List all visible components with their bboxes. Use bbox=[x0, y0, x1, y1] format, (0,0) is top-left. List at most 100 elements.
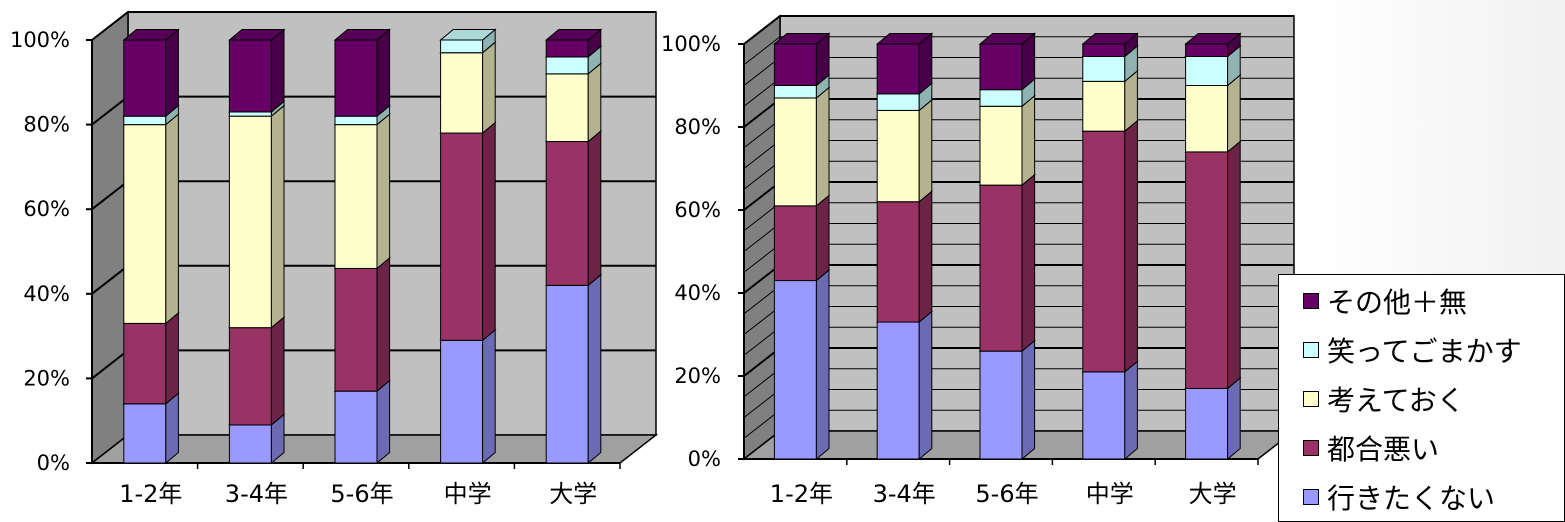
bar-side bbox=[1227, 140, 1241, 390]
bar-segment bbox=[333, 379, 391, 465]
bar-segment bbox=[439, 28, 497, 54]
x-category-label: 1-2年 bbox=[119, 480, 182, 508]
bar-front bbox=[773, 85, 817, 99]
bar-side bbox=[482, 121, 496, 342]
bar-segment bbox=[439, 121, 497, 342]
bar-side bbox=[165, 113, 179, 325]
bar-front bbox=[876, 321, 920, 460]
bar-front bbox=[1082, 80, 1126, 132]
bar-side bbox=[1227, 73, 1241, 153]
side-wall bbox=[91, 10, 129, 465]
bar-side bbox=[918, 98, 933, 203]
major-gridline bbox=[743, 15, 1294, 45]
bar-segment bbox=[122, 28, 180, 118]
bar-front bbox=[1185, 55, 1229, 86]
bar-top bbox=[544, 29, 603, 41]
x-category-label: 3-4年 bbox=[873, 480, 936, 508]
bar-side bbox=[815, 86, 830, 207]
bar-side bbox=[376, 28, 391, 118]
bar-front bbox=[1082, 130, 1126, 373]
x-category-label: 5-6年 bbox=[975, 480, 1038, 508]
bar-front bbox=[123, 115, 167, 126]
bar-segment bbox=[228, 104, 286, 329]
bar-side bbox=[1021, 173, 1036, 353]
legend-swatch-think bbox=[1303, 391, 1319, 407]
bar-side bbox=[918, 190, 933, 324]
bar-segment bbox=[333, 113, 391, 270]
bar-segment bbox=[439, 41, 497, 135]
legend-swatch-busy bbox=[1303, 440, 1319, 456]
bar-top bbox=[1081, 33, 1139, 45]
bar-front bbox=[979, 350, 1023, 460]
bar-top bbox=[122, 29, 180, 41]
bar-side bbox=[376, 379, 391, 465]
bar-segment bbox=[228, 316, 286, 426]
y-tick-label: 20% bbox=[674, 364, 721, 388]
y-tick-label: 20% bbox=[23, 366, 70, 390]
bar-segment bbox=[875, 98, 934, 203]
bar-front bbox=[334, 390, 378, 464]
bar-segment bbox=[1081, 32, 1139, 58]
bar-segment bbox=[875, 32, 934, 95]
bar-front bbox=[228, 115, 272, 329]
x-category-label: 大学 bbox=[1189, 480, 1237, 508]
legend-label-no-go: 行きたくない bbox=[1327, 482, 1496, 515]
bar-front bbox=[123, 124, 167, 324]
bar-front bbox=[979, 184, 1023, 352]
bar-front bbox=[876, 201, 920, 323]
x-category-label: 中学 bbox=[444, 480, 492, 508]
legend: その他＋無 笑ってごまかす 考えておく 都合悪い 行きたくない bbox=[1278, 274, 1565, 522]
y-tick-label: 60% bbox=[674, 198, 721, 222]
legend-label-other: その他＋無 bbox=[1327, 286, 1468, 319]
bar-side bbox=[587, 62, 602, 143]
bar-side bbox=[1124, 119, 1138, 373]
bar-side bbox=[270, 316, 285, 426]
bar-top bbox=[875, 33, 934, 45]
bar-segment bbox=[544, 129, 603, 287]
y-tick-label: 80% bbox=[23, 113, 70, 137]
y-tick-label: 0% bbox=[688, 447, 721, 471]
bar-front bbox=[773, 97, 817, 207]
bar-front bbox=[773, 43, 817, 86]
bar-segment bbox=[1081, 360, 1139, 461]
bar-side bbox=[587, 273, 602, 465]
bar-front bbox=[440, 132, 484, 341]
bar-front bbox=[545, 284, 589, 464]
bar-front bbox=[334, 124, 378, 269]
bar-segment bbox=[333, 28, 391, 118]
bar-side bbox=[165, 311, 179, 405]
bar-segment bbox=[1184, 32, 1242, 58]
bar-segment bbox=[1184, 140, 1242, 390]
bar-front bbox=[1185, 85, 1229, 153]
bar-segment bbox=[544, 273, 603, 465]
legend-swatch-laugh bbox=[1303, 342, 1319, 358]
bar-side bbox=[815, 268, 830, 461]
bar-segment bbox=[978, 94, 1036, 187]
bar-front bbox=[123, 403, 167, 464]
legend-label-think: 考えておく bbox=[1327, 384, 1465, 417]
bar-front bbox=[228, 39, 272, 113]
bar-side bbox=[482, 328, 496, 465]
bar-front bbox=[334, 267, 378, 392]
y-tick-label: 100% bbox=[10, 28, 70, 52]
bar-front bbox=[228, 111, 272, 117]
x-category-label: 3-4年 bbox=[225, 480, 288, 508]
legend-item-think: 考えておく bbox=[1303, 375, 1465, 423]
bar-side bbox=[270, 28, 285, 113]
bar-side bbox=[587, 129, 602, 287]
bar-top bbox=[333, 29, 391, 41]
bar-front bbox=[876, 93, 920, 111]
bar-front bbox=[1082, 55, 1126, 82]
bar-front bbox=[545, 141, 589, 286]
bar-front bbox=[334, 39, 378, 117]
bar-segment bbox=[122, 311, 180, 405]
bar-front bbox=[123, 39, 167, 117]
bar-side bbox=[815, 194, 830, 282]
bar-front bbox=[1185, 387, 1229, 460]
legend-label-laugh: 笑ってごまかす bbox=[1327, 335, 1522, 368]
legend-item-no-go: 行きたくない bbox=[1303, 473, 1495, 521]
bar-front bbox=[440, 339, 484, 464]
bar-segment bbox=[875, 190, 934, 324]
bar-front bbox=[1185, 43, 1229, 57]
